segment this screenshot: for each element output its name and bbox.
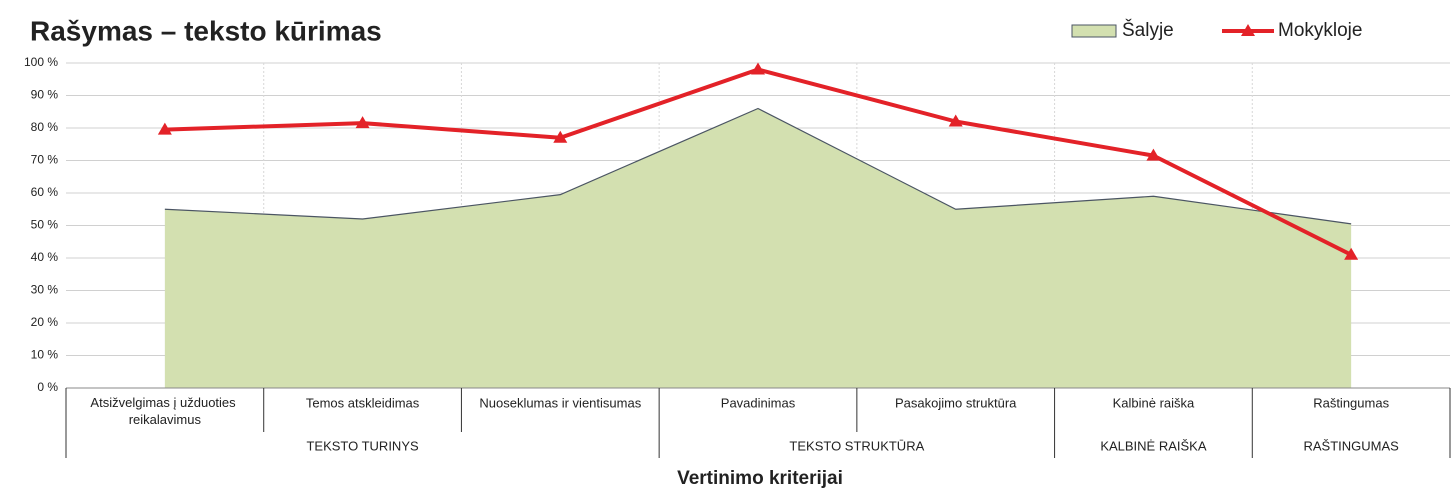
y-tick-label: 50 % [31, 218, 59, 232]
x-tick-label: Atsižvelgimas į užduoties reikalavimus [90, 395, 239, 427]
marker [157, 122, 172, 135]
marker [751, 62, 765, 75]
marker [355, 116, 370, 129]
y-tick-label: 80 % [31, 120, 59, 134]
x-axis-title: Vertinimo kriterijai [677, 468, 843, 489]
legend-label: Šalyje [1122, 19, 1174, 41]
legend-swatch [1071, 24, 1117, 38]
legend-marker [1241, 24, 1255, 36]
x-tick-label: Nuoseklumas ir vientisumas [479, 395, 641, 410]
y-tick-label: 40 % [31, 250, 59, 264]
y-tick-label: 10 % [31, 348, 59, 362]
x-tick-label: Raštingumas [1313, 395, 1389, 410]
x-tick-label: Pavadinimas [721, 395, 796, 410]
marker [553, 130, 568, 143]
y-tick-label: 60 % [31, 185, 59, 199]
y-tick-label: 90 % [31, 88, 59, 102]
area-outline [164, 107, 1352, 225]
y-tick-label: 20 % [31, 315, 59, 329]
legend-label: Mokykloje [1278, 20, 1362, 41]
x-tick-label: Pasakojimo struktūra [895, 395, 1017, 410]
x-tick-label: Temos atskleidimas [306, 395, 420, 410]
group-label: TEKSTO STRUKTŪRA [789, 438, 924, 453]
group-label: RAŠTINGUMAS [1303, 438, 1399, 453]
marker [1344, 247, 1359, 260]
marker [948, 114, 963, 127]
chart-title: Rašymas – teksto kūrimas [30, 15, 382, 46]
x-tick-label: Kalbinė raiška [1113, 395, 1195, 410]
marker [1146, 148, 1161, 161]
group-label: TEKSTO TURINYS [306, 438, 419, 453]
area [164, 108, 1352, 388]
y-tick-label: 30 % [31, 283, 59, 297]
y-tick-label: 70 % [31, 153, 59, 167]
y-tick-label: 0 % [37, 380, 58, 394]
group-label: KALBINĖ RAIŠKA [1100, 438, 1207, 453]
y-tick-label: 100 % [24, 55, 58, 69]
